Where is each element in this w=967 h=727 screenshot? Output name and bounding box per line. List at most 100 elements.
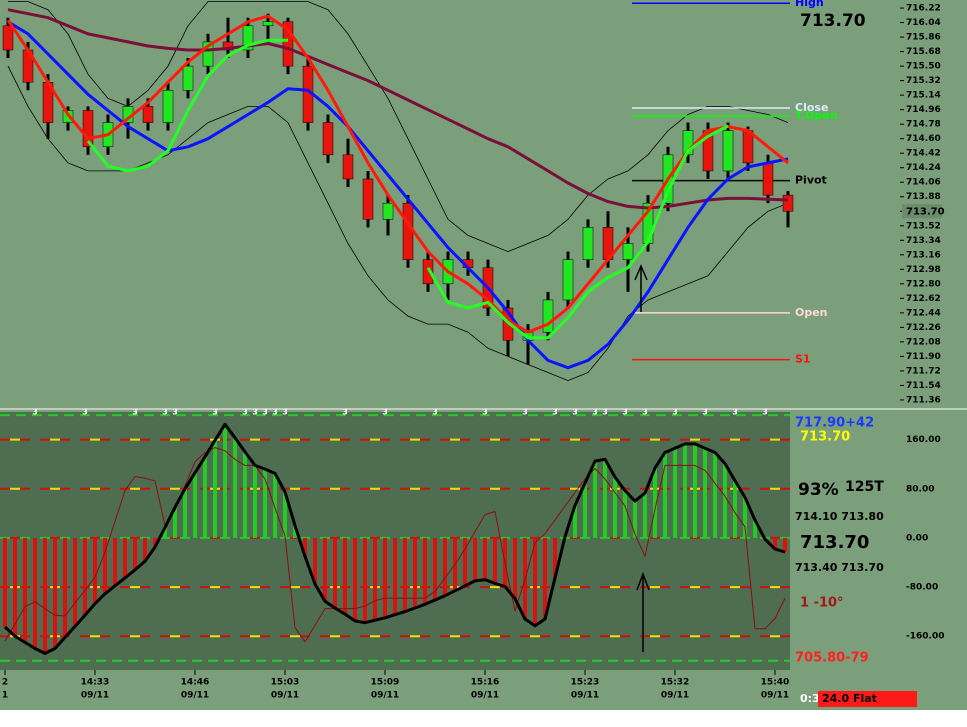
histogram-bar — [463, 537, 467, 586]
histogram-bar — [483, 537, 487, 580]
candle-body — [242, 25, 254, 51]
signal-marker: 3 — [382, 408, 388, 417]
candle-body — [402, 202, 414, 260]
y-tick-label: 715.32 — [906, 76, 941, 86]
signal-marker: 3 — [622, 408, 628, 417]
signal-marker: 3 — [272, 408, 278, 417]
histogram-bar — [373, 537, 377, 621]
histogram-bar — [193, 472, 197, 538]
histogram-bar — [513, 537, 517, 599]
histogram-bar — [633, 501, 637, 538]
histogram-bar — [643, 493, 647, 538]
histogram-bar — [153, 537, 157, 548]
price-text: 713.70 — [800, 430, 850, 445]
x-date-label: 09/11 — [761, 691, 789, 701]
signal-marker: 3 — [172, 408, 178, 417]
y-tick-label: 714.42 — [906, 149, 941, 159]
histogram-bar — [213, 440, 217, 538]
histogram-bar — [613, 477, 617, 538]
histogram-bar — [313, 537, 317, 584]
candle-body — [2, 25, 14, 51]
x-date-label: 09/11 — [181, 691, 209, 701]
position-box — [818, 691, 917, 707]
histogram-bar — [353, 537, 357, 621]
y-tick-label: 715.68 — [906, 47, 941, 57]
histogram-bar — [333, 537, 337, 608]
percent-text: 93% — [798, 480, 839, 500]
y-tick-label: 713.34 — [906, 236, 941, 246]
histogram-bar — [553, 537, 557, 578]
x-tick-label: 2 — [2, 678, 8, 688]
candle-body — [722, 130, 734, 172]
histogram-bar — [363, 537, 367, 623]
angle-text: 1 -10° — [800, 596, 844, 611]
histogram-bar — [753, 520, 757, 538]
histogram-bar — [273, 473, 277, 538]
histogram-bar — [573, 505, 577, 538]
x-date-label: 09/11 — [471, 691, 499, 701]
histogram-bar — [293, 525, 297, 538]
candle-body — [362, 178, 374, 220]
signal-marker: 3 — [732, 408, 738, 417]
histogram-bar — [343, 537, 347, 615]
histogram-bar — [223, 424, 227, 538]
histogram-bar — [653, 467, 657, 538]
x-tick-label: 15:03 — [271, 678, 300, 688]
y-tick-label: 715.50 — [906, 62, 941, 72]
candle-body — [322, 122, 334, 156]
histogram-bar — [673, 448, 677, 538]
candle-body — [562, 259, 574, 301]
y-tick-label: 713.52 — [906, 221, 941, 231]
histogram-bar — [413, 537, 417, 608]
signal-marker: 3 — [82, 408, 88, 417]
histogram-bar — [173, 507, 177, 538]
candle-body — [742, 130, 754, 164]
x-date-label: 09/11 — [271, 691, 299, 701]
last-price-header: 713.70 — [800, 11, 866, 31]
histogram-bar — [303, 537, 307, 557]
histogram-bar — [383, 537, 387, 618]
y-tick-label: 712.26 — [906, 323, 941, 333]
histogram-bar — [133, 537, 137, 570]
last-price-label: 713.70 — [906, 206, 945, 217]
ticks-text: 125T — [845, 479, 884, 495]
histogram-bar — [593, 461, 597, 538]
histogram-bar — [403, 537, 407, 612]
histogram-bar — [723, 463, 727, 538]
histogram-bar — [443, 537, 447, 596]
y-tick-label: 715.86 — [906, 33, 941, 43]
level-label: S1 — [795, 353, 811, 366]
y-tick-label: 713.88 — [906, 192, 941, 202]
signal-marker: 3 — [762, 408, 768, 417]
signal-marker: 3 — [32, 408, 38, 417]
last-text: 713.70 — [800, 532, 869, 553]
x-tick-label: 14:33 — [81, 678, 110, 688]
signal-marker: 3 — [592, 408, 598, 417]
axes: 716.22 716.04 715.86 715.68 715.50 715.32 715.… — [2, 0, 945, 701]
y-tick-label: 712.98 — [906, 265, 941, 275]
moving-average — [86, 38, 729, 340]
histogram-bar — [143, 537, 147, 562]
histogram-bar — [323, 537, 327, 602]
histogram-bar — [493, 537, 497, 584]
moving-average — [7, 8, 789, 210]
histogram-bar — [13, 537, 17, 637]
histogram-bar — [773, 537, 777, 549]
candle-body — [542, 299, 554, 333]
x-date-label: 09/11 — [571, 691, 599, 701]
candle-body — [622, 243, 634, 260]
level-label: Open — [795, 306, 828, 319]
y-tick-label: 711.72 — [906, 366, 941, 376]
y-tick-label: 712.08 — [906, 337, 941, 347]
histogram-bar — [123, 537, 127, 578]
signal-marker: 3 — [602, 408, 608, 417]
y-tick-label: 0.00 — [906, 533, 928, 543]
level-label: High — [795, 0, 824, 9]
candle-body — [282, 21, 294, 67]
y-tick-label: 80.00 — [906, 484, 934, 494]
candle-body — [202, 41, 214, 67]
signal-marker: 3 — [162, 408, 168, 417]
histogram-bar — [703, 448, 707, 538]
level-label: Close — [795, 101, 828, 114]
candle-body — [222, 41, 234, 51]
